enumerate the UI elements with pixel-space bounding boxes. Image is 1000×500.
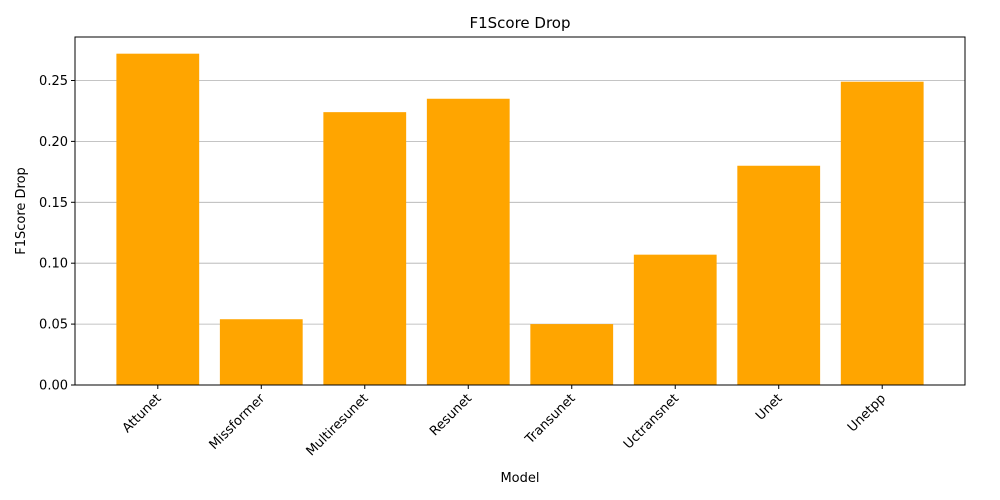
bar-resunet <box>426 98 510 386</box>
y-axis-label: F1Score Drop <box>14 167 29 255</box>
bar-attunet <box>116 53 200 385</box>
x-axis-label: Model <box>500 471 539 486</box>
x-tick-label: Multiresunet <box>304 391 372 459</box>
bar-missformer <box>219 319 303 385</box>
x-tick-label: Transunet <box>522 391 579 448</box>
x-tick-label: Resunet <box>427 391 475 439</box>
bars <box>116 53 924 386</box>
y-gridlines <box>75 80 965 386</box>
chart-title: F1Score Drop <box>469 14 570 32</box>
x-tick-label: Missformer <box>207 391 269 453</box>
y-tick-label: 0.15 <box>39 196 68 211</box>
x-tick-label: Uctransnet <box>621 391 682 452</box>
x-tick-label: Unetpp <box>845 391 889 435</box>
bar-unet <box>737 165 821 385</box>
bar-unetpp <box>840 81 924 386</box>
y-tick-label: 0.10 <box>39 257 68 272</box>
bar-uctransnet <box>633 254 717 385</box>
plot-frame <box>74 36 966 386</box>
x-tick-label: Attunet <box>120 391 165 436</box>
y-tick-label: 0.00 <box>39 379 68 394</box>
bar-multiresunet <box>323 112 407 385</box>
x-tick-label: Unet <box>753 391 785 423</box>
y-axis-ticks: 0.00 0.05 0.10 0.15 0.20 0.25 <box>39 74 75 394</box>
y-tick-label: 0.05 <box>39 318 68 333</box>
x-axis-ticks: Attunet Missformer Multiresunet Resunet Tran… <box>120 385 889 459</box>
bar-transunet <box>530 324 614 385</box>
y-tick-label: 0.25 <box>39 74 68 89</box>
y-tick-label: 0.20 <box>39 135 68 150</box>
